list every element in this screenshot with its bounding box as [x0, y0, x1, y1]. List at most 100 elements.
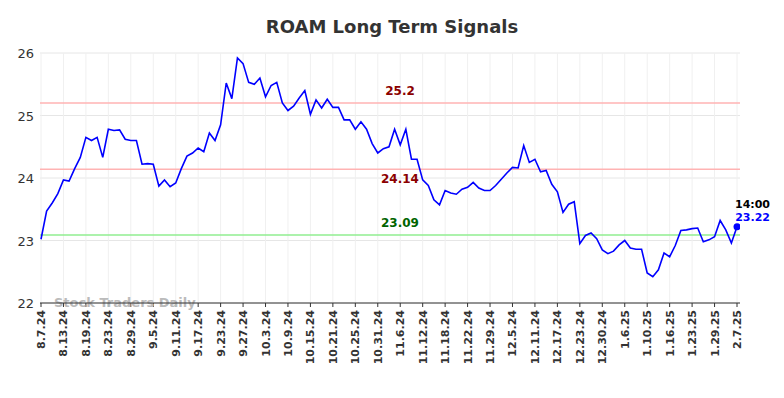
grid-line [175, 53, 176, 303]
x-tick-label: 11.29.24 [484, 310, 497, 365]
x-tick [602, 303, 603, 307]
reference-line [40, 234, 740, 236]
grid-line [602, 53, 603, 303]
x-tick-label: 10.15.24 [304, 310, 317, 365]
grid-line [534, 53, 535, 303]
grid-line [265, 53, 266, 303]
x-tick [669, 303, 670, 307]
grid-line [445, 53, 446, 303]
grid-line [669, 53, 670, 303]
reference-label: 23.09 [381, 216, 419, 230]
x-tick [400, 303, 401, 307]
x-tick-label: 1.16.25 [664, 310, 677, 357]
y-tick-label: 24 [17, 171, 34, 186]
grid-line [377, 53, 378, 303]
grid-line [490, 53, 491, 303]
x-tick [332, 303, 333, 307]
x-tick [220, 303, 221, 307]
x-tick [534, 303, 535, 307]
grid-line [714, 53, 715, 303]
y-tick-label: 26 [17, 46, 34, 61]
grid-line [243, 53, 244, 303]
x-tick-label: 8.13.24 [57, 310, 70, 357]
x-tick-label: 12.23.24 [574, 310, 587, 365]
x-tick [624, 303, 625, 307]
x-tick-label: 9.23.24 [215, 310, 228, 357]
time-label: 14:00 [735, 198, 770, 211]
reference-label: 25.2 [385, 84, 415, 98]
x-tick-label: 1.6.25 [619, 310, 632, 349]
grid-line [220, 53, 221, 303]
x-tick-label: 8.23.24 [102, 310, 115, 357]
x-tick-label: 12.5.24 [506, 310, 519, 357]
x-tick [243, 303, 244, 307]
y-tick-label: 23 [17, 234, 34, 249]
x-tick-label: 10.25.24 [349, 310, 362, 365]
title: ROAM Long Term Signals [266, 16, 518, 37]
grid-line [624, 53, 625, 303]
grid-line [647, 53, 648, 303]
x-tick-label: 8.29.24 [125, 310, 138, 357]
x-tick-label: 10.31.24 [372, 310, 385, 365]
grid-line [512, 53, 513, 303]
x-tick-label: 8.7.24 [35, 310, 48, 349]
x-tick [287, 303, 288, 307]
y-tick-label: 25 [17, 109, 34, 124]
y-tick-label: 22 [17, 296, 34, 311]
x-tick-label: 12.11.24 [529, 310, 542, 365]
x-tick-label: 11.22.24 [462, 310, 475, 365]
x-tick [310, 303, 311, 307]
price-line [41, 58, 737, 277]
x-tick-label: 9.5.24 [147, 310, 160, 349]
x-tick [41, 303, 42, 307]
grid-line [63, 53, 64, 303]
grid-line [40, 53, 740, 54]
plot-area [40, 58, 740, 277]
grid-line [310, 53, 311, 303]
grid-line [153, 53, 154, 303]
x-tick-label: 11.6.24 [394, 310, 407, 357]
grid-line [355, 53, 356, 303]
x-tick [512, 303, 513, 307]
x-tick-label: 9.27.24 [237, 310, 250, 357]
x-tick [355, 303, 356, 307]
grid-line [130, 53, 131, 303]
x-tick [647, 303, 648, 307]
grid-line [579, 53, 580, 303]
x-tick-label: 1.10.25 [641, 310, 654, 357]
x-tick [692, 303, 693, 307]
chart: ROAM Long Term Signals 22 23 24 25 26 8.7.24 8.… [0, 0, 784, 398]
x-tick-label: 8.19.24 [80, 310, 93, 357]
x-tick-label: 12.30.24 [596, 310, 609, 365]
grid-line [40, 115, 740, 116]
grid-line [557, 53, 558, 303]
last-value-label: 23.22 [735, 211, 770, 224]
grid-line [467, 53, 468, 303]
x-tick [198, 303, 199, 307]
x-tick [377, 303, 378, 307]
reference-line [40, 102, 740, 104]
x-tick-label: 10.21.24 [327, 310, 340, 365]
x-tick [579, 303, 580, 307]
x-tick [714, 303, 715, 307]
last-point [734, 223, 741, 230]
x-tick-label: 1.29.25 [709, 310, 722, 357]
x-tick [467, 303, 468, 307]
x-tick [737, 303, 738, 307]
x-tick-label: 9.11.24 [170, 310, 183, 357]
x-axis [40, 303, 740, 304]
grid-line [332, 53, 333, 303]
x-tick-label: 9.17.24 [192, 310, 205, 357]
x-tick-label: 11.18.24 [439, 310, 452, 365]
x-tick [557, 303, 558, 307]
x-tick [265, 303, 266, 307]
x-tick [422, 303, 423, 307]
grid-line [287, 53, 288, 303]
grid-line [40, 303, 740, 304]
grid-line [737, 53, 738, 303]
x-tick-label: 2.7.25 [731, 310, 744, 349]
x-tick-label: 10.3.24 [260, 310, 273, 357]
x-tick-label: 12.17.24 [551, 310, 564, 365]
x-tick [490, 303, 491, 307]
x-tick-label: 1.23.25 [686, 310, 699, 357]
